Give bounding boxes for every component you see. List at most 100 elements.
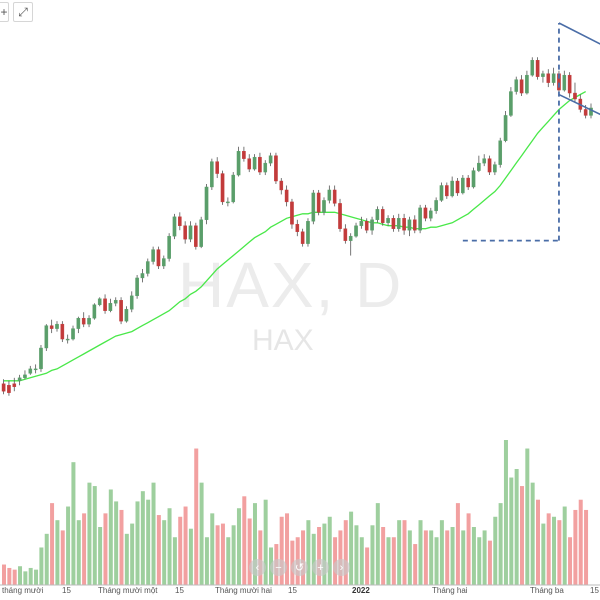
x-tick-label: 2022 <box>352 586 370 595</box>
fullscreen-icon: ⤢ <box>18 4 28 19</box>
candle-body <box>530 60 535 76</box>
candle-body <box>450 180 454 197</box>
minus-icon: − <box>275 561 282 574</box>
candle-body <box>151 249 155 262</box>
fullscreen-button[interactable]: ⤢ <box>13 2 33 22</box>
candle-body <box>156 249 161 267</box>
zoom-in-nav-button[interactable]: + <box>312 559 329 576</box>
volume-bar <box>423 530 428 585</box>
candle-body <box>113 300 118 304</box>
candle-body <box>338 203 342 229</box>
volume-bar <box>194 448 199 585</box>
volume-bar <box>135 501 140 585</box>
candle-body <box>140 273 145 279</box>
candle-body <box>455 180 460 194</box>
volume-bar <box>60 530 65 585</box>
candle-body <box>103 298 107 311</box>
candle-body <box>295 224 300 232</box>
candle-body <box>119 300 123 322</box>
candle-body <box>220 173 225 203</box>
volume-bar <box>119 509 124 585</box>
volume-bar <box>55 520 60 585</box>
candle-body <box>258 156 262 173</box>
reset-view-button[interactable]: ↺ <box>291 559 308 576</box>
watermark-subtitle: HAX <box>252 324 314 357</box>
candle-body <box>391 218 396 229</box>
candle-body <box>407 219 412 231</box>
candle-body <box>327 189 332 201</box>
volume-bar <box>18 566 23 585</box>
volume-bar <box>455 503 460 585</box>
zoom-out-button[interactable]: − <box>270 559 287 576</box>
volume-bar <box>242 496 247 585</box>
volume-bar <box>584 509 589 585</box>
candle-body <box>562 74 567 91</box>
volume-bar <box>466 513 471 585</box>
volume-bar <box>285 513 290 585</box>
scroll-left-button[interactable]: ‹ <box>249 559 266 576</box>
candle-body <box>215 161 220 174</box>
volume-bar <box>370 525 375 585</box>
volume-bar <box>365 547 370 585</box>
volume-bar <box>7 567 12 585</box>
candle-body <box>471 170 476 188</box>
candle-body <box>274 155 278 182</box>
chart-toolbar: + ⤢ <box>0 2 33 22</box>
volume-bar <box>39 547 44 585</box>
scroll-right-button[interactable]: › <box>333 559 350 576</box>
candle-body <box>332 189 337 204</box>
candle-body <box>354 225 358 237</box>
candle-body <box>364 221 369 231</box>
volume-bar <box>322 523 327 585</box>
candle-body <box>1 383 6 392</box>
x-tick-label: Tháng hai <box>432 586 468 595</box>
volume-bar <box>407 530 412 585</box>
candle-body <box>493 164 497 173</box>
candle-body <box>402 218 406 231</box>
volume-bar <box>236 508 241 585</box>
volume-bar <box>103 513 108 585</box>
volume-bar <box>568 537 573 585</box>
volume-bar <box>578 499 583 585</box>
candle-body <box>28 368 33 374</box>
volume-bar <box>552 516 557 585</box>
candle-body <box>300 231 305 244</box>
candle-body <box>167 235 171 259</box>
candle-body <box>311 192 316 222</box>
volume-bar <box>92 486 97 585</box>
candle-body <box>23 374 27 379</box>
candle-body <box>194 225 198 247</box>
volume-bar <box>28 567 33 585</box>
volume-bar <box>471 527 476 585</box>
candle-body <box>514 79 519 92</box>
volume-bar <box>487 540 492 585</box>
x-tick-label: 15 <box>62 586 71 595</box>
volume-bar <box>503 440 508 585</box>
volume-bar <box>34 569 39 585</box>
x-tick-label: Tháng mười hai <box>215 586 272 595</box>
candle-body <box>97 298 102 305</box>
volume-bar <box>146 499 151 585</box>
volume-bar <box>204 537 209 585</box>
volume-bar <box>178 516 183 585</box>
volume-bar <box>311 533 316 585</box>
candle-body <box>252 156 257 170</box>
candle-body <box>108 303 113 311</box>
x-tick-label: 15 <box>175 586 184 595</box>
candle-body <box>509 91 513 116</box>
volume-bar <box>188 528 193 585</box>
volume-bar <box>108 489 113 585</box>
candle-body <box>231 174 236 203</box>
zoom-in-button[interactable]: + <box>0 2 9 22</box>
x-tick-label: 15 <box>288 586 297 595</box>
volume-bar <box>12 569 17 585</box>
moving-average-line <box>3 91 587 382</box>
candle-body <box>268 155 273 164</box>
volume-bar <box>573 509 578 585</box>
volume-bar <box>338 530 343 585</box>
volume-bar <box>71 462 76 585</box>
plus-icon: + <box>317 561 324 574</box>
candle-body <box>226 201 230 204</box>
candle-body <box>247 158 252 170</box>
